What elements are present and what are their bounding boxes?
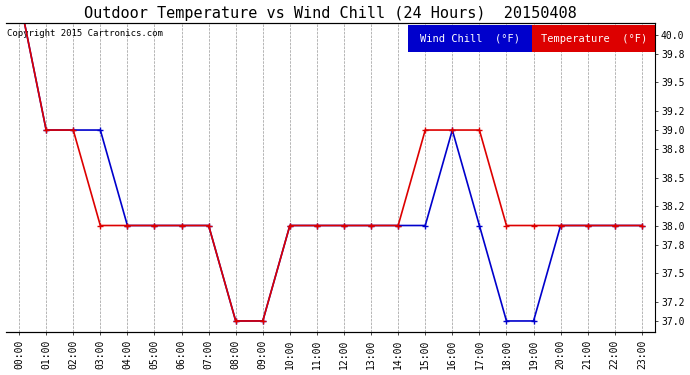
FancyBboxPatch shape <box>408 25 532 52</box>
Text: Copyright 2015 Cartronics.com: Copyright 2015 Cartronics.com <box>7 29 163 38</box>
Text: Temperature  (°F): Temperature (°F) <box>540 34 647 44</box>
Text: Wind Chill  (°F): Wind Chill (°F) <box>420 34 520 44</box>
FancyBboxPatch shape <box>532 25 656 52</box>
Title: Outdoor Temperature vs Wind Chill (24 Hours)  20150408: Outdoor Temperature vs Wind Chill (24 Ho… <box>84 6 577 21</box>
